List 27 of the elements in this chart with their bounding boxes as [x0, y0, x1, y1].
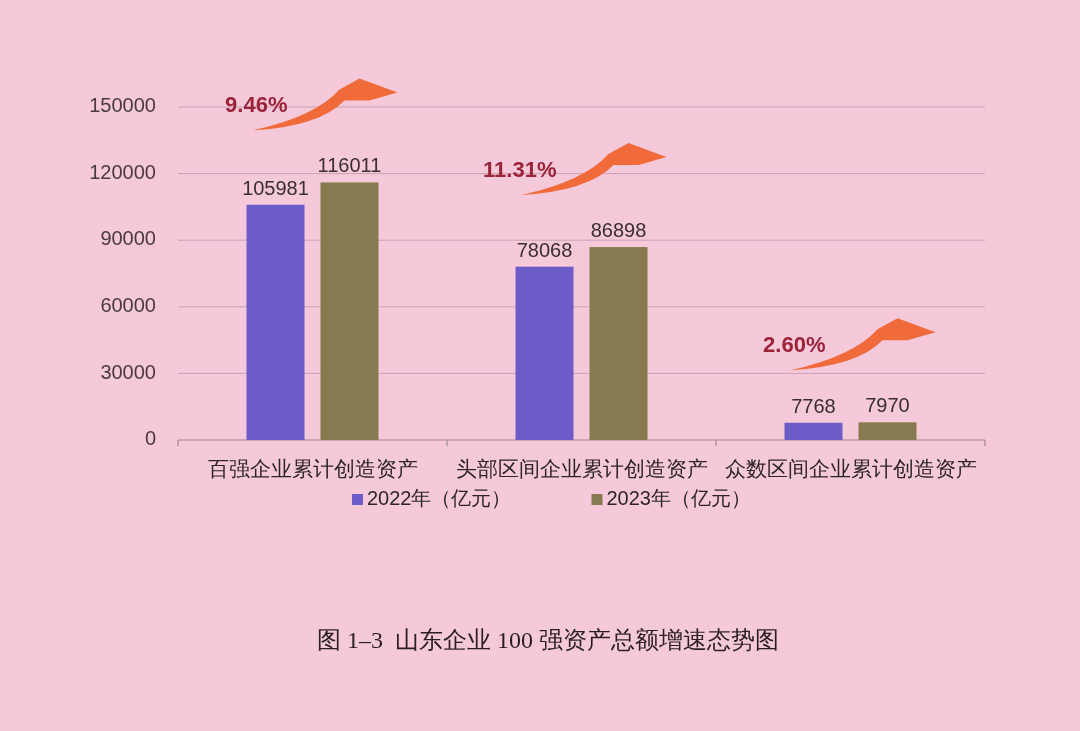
bar	[320, 182, 379, 440]
legend-label: 2022年（亿元）	[367, 487, 512, 510]
annotation: 11.31%	[483, 157, 557, 183]
data-label: 7768	[791, 394, 836, 417]
annotation: 2.60%	[763, 332, 826, 358]
text: 图 1–3 山东企业 100 强资产总额增速态势图	[317, 627, 779, 653]
data-label: 86898	[590, 219, 647, 242]
y-tick-label: 150000	[89, 94, 156, 117]
data-label: 7970	[865, 394, 910, 417]
y-tick-label: 90000	[100, 227, 156, 250]
x-tick-label: 百强企业累计创造资产	[207, 457, 418, 480]
y-tick-label: 60000	[100, 294, 156, 317]
bar	[515, 266, 574, 440]
y-tick-label: 30000	[100, 360, 156, 383]
data-label: 116011	[317, 154, 382, 177]
legend-label: 2023年（亿元）	[606, 487, 751, 510]
bar	[246, 204, 305, 440]
y-tick-label: 0	[144, 427, 156, 450]
data-label: 78068	[516, 238, 573, 261]
bar	[858, 422, 917, 440]
bar	[784, 422, 843, 440]
x-tick-label: 众数区间企业累计创造资产	[724, 457, 977, 480]
x-tick-label: 头部区间企业累计创造资产	[455, 457, 708, 480]
annotation: 9.46%	[225, 92, 288, 118]
bar	[589, 247, 648, 440]
y-tick-label: 120000	[89, 160, 156, 183]
data-label: 105981	[242, 176, 309, 199]
